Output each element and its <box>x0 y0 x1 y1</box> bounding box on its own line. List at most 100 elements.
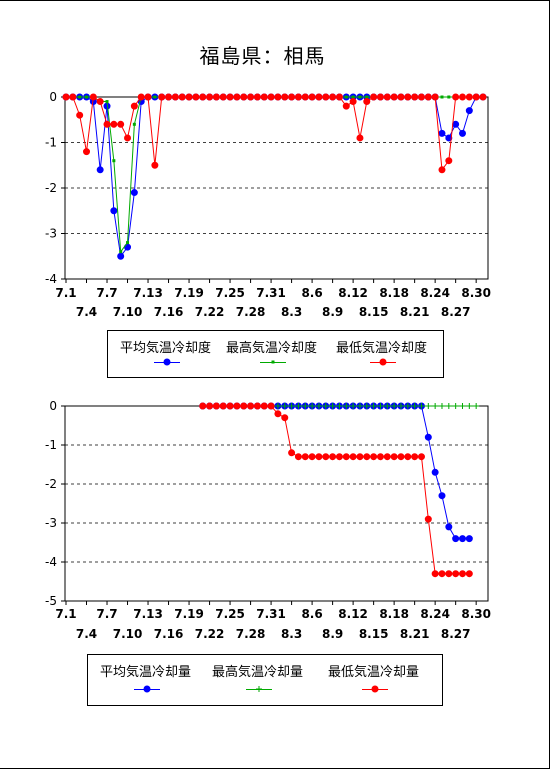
data-point <box>418 403 425 409</box>
data-point <box>294 93 302 101</box>
data-point <box>240 402 248 410</box>
data-point <box>458 570 466 578</box>
data-point <box>404 403 411 409</box>
data-point <box>308 93 316 101</box>
data-point <box>458 129 466 137</box>
data-point <box>96 98 104 106</box>
data-point <box>452 403 459 409</box>
y-tick-label: -5 <box>45 594 57 608</box>
data-point <box>438 492 446 500</box>
x-tick-label: 8.6 <box>301 607 322 621</box>
chart-cooling-degree: 0 -1 -2 -3 -47.1 7.7 7.13 7.19 7.25 7.31 8.6 8.12 8.… <box>45 90 491 319</box>
data-point <box>83 148 91 156</box>
data-point <box>438 570 446 578</box>
data-point <box>411 403 418 409</box>
data-point <box>431 93 439 101</box>
data-point <box>445 403 452 409</box>
data-point <box>391 403 398 409</box>
y-tick-label: -3 <box>45 227 57 241</box>
x-tick-label: 7.1 <box>55 607 76 621</box>
data-point <box>370 453 378 461</box>
data-point <box>344 95 348 99</box>
data-point <box>315 453 323 461</box>
x-tick-label: 7.31 <box>256 286 286 300</box>
legend-label: 最低気温冷却度 <box>336 341 428 356</box>
data-point <box>267 402 275 410</box>
data-point <box>260 93 268 101</box>
data-point <box>110 120 118 128</box>
data-point <box>96 166 104 174</box>
data-point <box>440 95 444 99</box>
x-tick-label: 7.1 <box>55 286 76 300</box>
data-point <box>199 93 207 101</box>
data-point <box>329 403 336 409</box>
data-point <box>253 93 261 101</box>
data-point <box>425 403 432 409</box>
data-point <box>85 95 89 99</box>
data-point <box>465 107 473 115</box>
x-tick-label: 8.18 <box>379 286 409 300</box>
y-tick-label: -1 <box>45 136 57 150</box>
data-point <box>247 402 255 410</box>
data-point <box>431 468 439 476</box>
data-point <box>308 453 316 461</box>
data-point <box>452 535 460 543</box>
x-tick-label: 7.28 <box>236 627 266 641</box>
chart-cooling-amount: 0 -1 -2 -3 -4 -57.1 7.7 7.13 7.19 7.25 7.31 8.6 8.12… <box>45 399 491 641</box>
data-point <box>171 93 179 101</box>
data-point <box>322 93 330 101</box>
data-point <box>240 93 248 101</box>
x-tick-label: 8.27 <box>441 305 471 319</box>
y-tick-label: -4 <box>45 555 57 569</box>
data-point <box>260 402 268 410</box>
data-point <box>288 403 295 409</box>
legend-marker-shape <box>163 358 171 366</box>
data-point <box>445 134 453 142</box>
data-point <box>112 159 116 163</box>
data-point <box>301 453 309 461</box>
legend-label: 平均気温冷却度 <box>120 341 212 356</box>
data-point <box>376 93 384 101</box>
data-point <box>447 95 451 99</box>
legend-marker-shape <box>271 360 275 364</box>
x-tick-label: 8.21 <box>400 627 430 641</box>
legend-marker <box>371 685 379 693</box>
data-point <box>89 93 97 101</box>
data-point <box>349 453 357 461</box>
data-point <box>78 95 82 99</box>
x-tick-label: 7.16 <box>154 305 184 319</box>
data-point <box>199 402 207 410</box>
x-tick-label: 8.24 <box>420 607 450 621</box>
data-point <box>390 93 398 101</box>
x-tick-label: 8.9 <box>322 627 343 641</box>
legend-marker <box>163 358 171 366</box>
x-tick-label: 7.4 <box>76 305 97 319</box>
x-tick-label: 7.4 <box>76 627 97 641</box>
data-point <box>342 102 350 110</box>
data-point <box>212 93 220 101</box>
data-point <box>411 93 419 101</box>
data-point <box>69 93 77 101</box>
x-tick-label: 7.28 <box>236 305 266 319</box>
data-point <box>117 120 125 128</box>
x-tick-label: 7.22 <box>195 627 225 641</box>
data-point <box>103 120 111 128</box>
x-tick-label: 8.27 <box>441 627 471 641</box>
data-point <box>178 93 186 101</box>
data-point <box>397 93 405 101</box>
data-point <box>370 93 378 101</box>
data-point <box>363 98 371 106</box>
data-point <box>274 93 282 101</box>
data-point <box>130 189 138 197</box>
data-point <box>329 93 337 101</box>
data-point <box>336 403 343 409</box>
data-point <box>432 403 439 409</box>
data-point <box>110 207 118 215</box>
data-point <box>365 95 369 99</box>
data-point <box>356 403 363 409</box>
data-point <box>253 402 261 410</box>
data-point <box>349 98 357 106</box>
x-tick-label: 8.9 <box>322 305 343 319</box>
x-tick-label: 7.25 <box>215 607 245 621</box>
series-line <box>66 96 483 254</box>
